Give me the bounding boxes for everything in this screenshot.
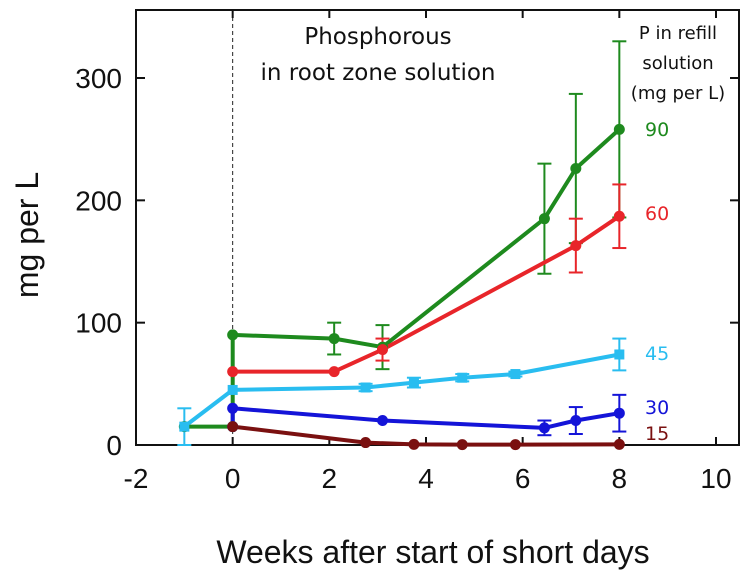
legend-title-line-2: solution — [642, 53, 713, 74]
y-tick-label: 0 — [106, 430, 122, 461]
x-tick-label: 4 — [418, 463, 434, 494]
x-tick-label: 2 — [322, 463, 338, 494]
data-point-15 — [509, 439, 521, 451]
data-point-60 — [377, 344, 388, 356]
y-axis-title: mg per L — [9, 172, 45, 298]
data-point-45 — [614, 349, 625, 360]
y-tick-label: 200 — [75, 185, 122, 216]
data-point-15 — [408, 438, 420, 450]
series-markers — [178, 123, 625, 451]
series-line-30 — [230, 406, 620, 430]
data-point-45 — [408, 377, 419, 388]
series-label-45: 45 — [645, 343, 669, 365]
series-label-30: 30 — [645, 397, 669, 419]
annotation-line-1: Phosphorous — [304, 24, 451, 50]
data-point-30 — [227, 402, 239, 414]
data-point-60 — [570, 240, 582, 252]
data-point-45 — [457, 372, 468, 383]
data-point-45 — [179, 421, 190, 432]
y-tick-label: 100 — [75, 308, 122, 339]
data-point-15 — [227, 421, 239, 433]
series-line-45 — [183, 352, 620, 429]
x-tick-label: 8 — [612, 463, 628, 494]
annotation-line-2: in root zone solution — [261, 60, 496, 86]
data-point-90 — [538, 213, 550, 225]
data-point-30 — [377, 415, 388, 427]
data-point-90 — [328, 333, 340, 345]
series-label-60: 60 — [645, 203, 669, 225]
data-point-45 — [360, 382, 371, 393]
x-tick-label: -2 — [124, 463, 149, 494]
data-point-30 — [570, 415, 582, 427]
data-point-90 — [227, 329, 239, 341]
data-point-15 — [360, 437, 372, 449]
series-lines — [183, 127, 621, 447]
data-point-60 — [227, 366, 239, 378]
data-point-30 — [613, 407, 625, 419]
legend-title-line-1: P in refill — [639, 23, 717, 44]
data-point-90 — [570, 163, 582, 175]
data-point-30 — [538, 422, 550, 434]
x-tick-label: 6 — [515, 463, 531, 494]
x-tick-label: 0 — [225, 463, 241, 494]
legend-title-line-3: (mg per L) — [631, 83, 725, 104]
x-tick-label: 10 — [700, 463, 731, 494]
data-point-45 — [227, 384, 238, 395]
series-label-90: 90 — [645, 119, 669, 141]
data-point-15 — [613, 438, 625, 450]
data-point-15 — [456, 439, 468, 451]
x-axis-title: Weeks after start of short days — [216, 534, 649, 570]
data-point-90 — [613, 123, 625, 135]
data-point-60 — [613, 210, 625, 222]
y-tick-label: 300 — [75, 63, 122, 94]
data-point-60 — [328, 366, 340, 378]
data-point-45 — [510, 369, 521, 380]
series-label-15: 15 — [645, 423, 669, 445]
series-line-15 — [232, 424, 620, 447]
series-line-60 — [232, 214, 621, 374]
